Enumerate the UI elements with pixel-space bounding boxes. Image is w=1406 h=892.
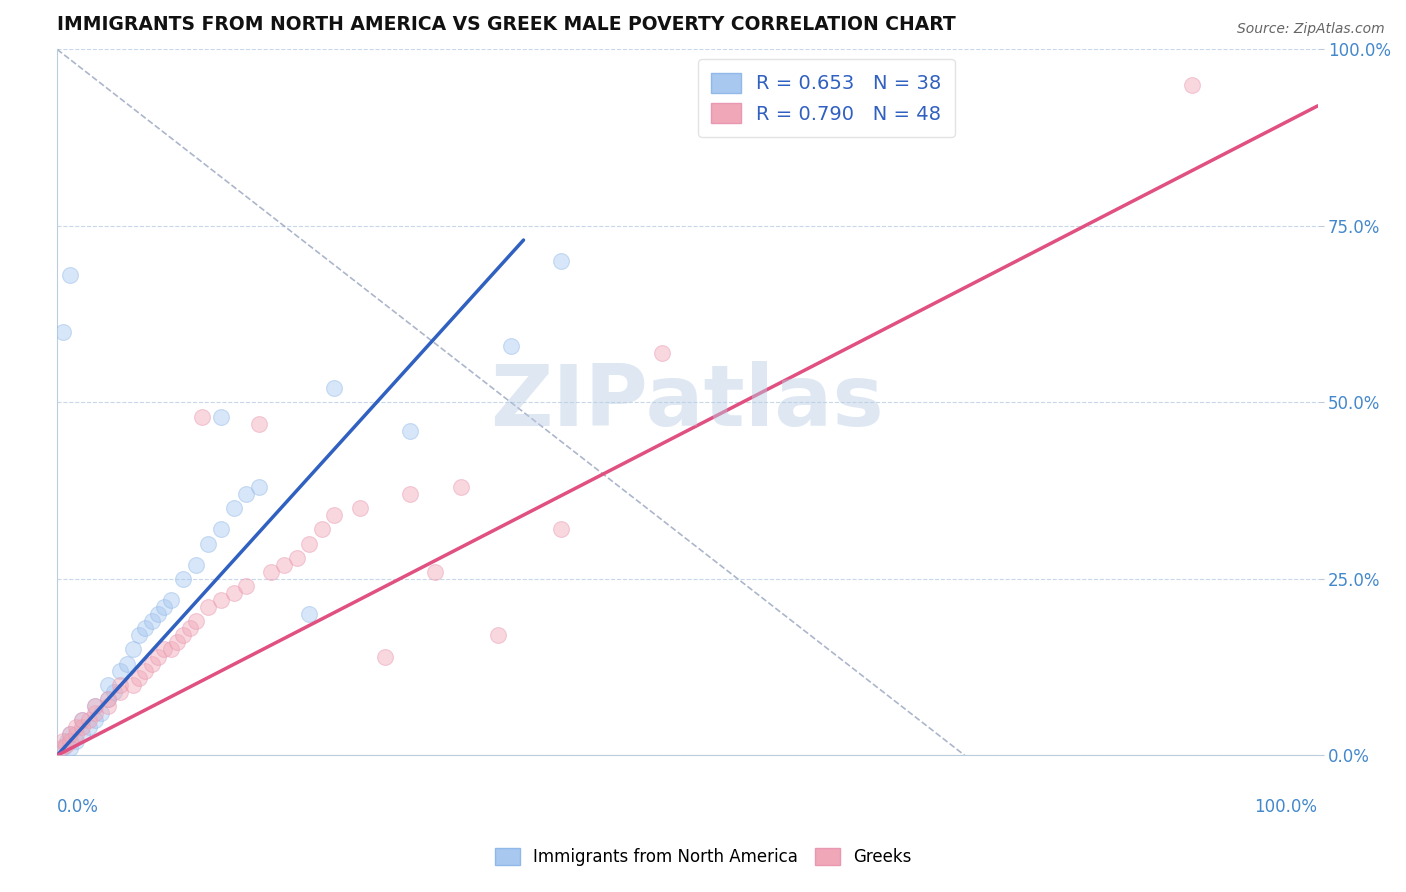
Point (72, 713, 94, 727)
Text: ZIPatlas: ZIPatlas (491, 361, 884, 444)
Point (52, 325, 75, 339)
Point (108, 678, 131, 692)
Point (72, 713, 94, 727)
Point (55, 738, 77, 752)
Point (450, 480, 472, 494)
Point (172, 572, 194, 586)
Point (260, 565, 283, 579)
Point (486, 628, 509, 642)
Point (197, 536, 219, 550)
Point (550, 523, 572, 537)
Point (49, 741, 72, 756)
Point (84, 698, 107, 713)
Point (298, 536, 321, 550)
Point (235, 579, 257, 593)
Point (72, 720, 94, 734)
Point (52, 741, 75, 756)
Point (191, 409, 214, 424)
Point (52, 734, 75, 748)
Text: Source: ZipAtlas.com: Source: ZipAtlas.com (1237, 22, 1385, 37)
Point (323, 508, 346, 523)
Point (159, 642, 181, 657)
Point (159, 593, 181, 607)
Point (128, 671, 150, 685)
Point (72, 727, 94, 741)
Point (108, 685, 131, 699)
Point (247, 417, 270, 431)
Point (77, 720, 100, 734)
Point (141, 614, 163, 628)
Point (285, 550, 308, 565)
Point (166, 635, 188, 649)
Point (349, 501, 371, 516)
Point (425, 565, 447, 579)
Point (121, 678, 143, 692)
Point (59, 727, 82, 741)
Point (121, 642, 143, 657)
Point (399, 424, 422, 438)
Point (56, 734, 79, 748)
Point (97, 698, 120, 713)
Point (115, 657, 138, 671)
Point (97, 678, 120, 692)
Point (184, 614, 207, 628)
Point (172, 628, 194, 642)
Point (128, 628, 150, 642)
Point (298, 607, 321, 622)
Point (59, 727, 82, 741)
Point (247, 480, 270, 494)
Point (222, 501, 245, 516)
Point (84, 713, 107, 727)
Legend: Immigrants from North America, Greeks: Immigrants from North America, Greeks (488, 841, 918, 873)
Point (235, 487, 257, 501)
Point (59, 268, 82, 283)
Point (153, 600, 176, 615)
Point (153, 642, 176, 657)
Point (1180, 78, 1202, 92)
Point (499, 339, 522, 353)
Point (550, 254, 572, 268)
Text: 0.0%: 0.0% (58, 797, 98, 815)
Point (399, 487, 422, 501)
Point (65, 734, 87, 748)
Point (273, 558, 295, 572)
Point (97, 691, 120, 706)
Point (146, 607, 169, 622)
Point (651, 346, 673, 360)
Point (311, 523, 333, 537)
Point (374, 649, 396, 664)
Point (90, 706, 112, 720)
Point (65, 720, 87, 734)
Point (323, 381, 346, 395)
Point (84, 698, 107, 713)
Text: IMMIGRANTS FROM NORTH AMERICA VS GREEK MALE POVERTY CORRELATION CHART: IMMIGRANTS FROM NORTH AMERICA VS GREEK M… (58, 15, 956, 34)
Point (134, 664, 156, 678)
Point (97, 691, 120, 706)
Legend: R = 0.653   N = 38, R = 0.790   N = 48: R = 0.653 N = 38, R = 0.790 N = 48 (697, 59, 955, 137)
Point (141, 657, 163, 671)
Point (209, 593, 232, 607)
Point (77, 713, 100, 727)
Point (209, 409, 232, 424)
Point (65, 727, 87, 741)
Point (146, 649, 169, 664)
Point (197, 600, 219, 615)
Point (103, 685, 125, 699)
Point (179, 621, 201, 635)
Point (108, 664, 131, 678)
Point (59, 734, 82, 748)
Point (222, 586, 245, 600)
Point (59, 741, 82, 756)
Text: 100.0%: 100.0% (1254, 797, 1317, 815)
Point (209, 523, 232, 537)
Point (84, 706, 107, 720)
Point (184, 558, 207, 572)
Point (134, 621, 156, 635)
